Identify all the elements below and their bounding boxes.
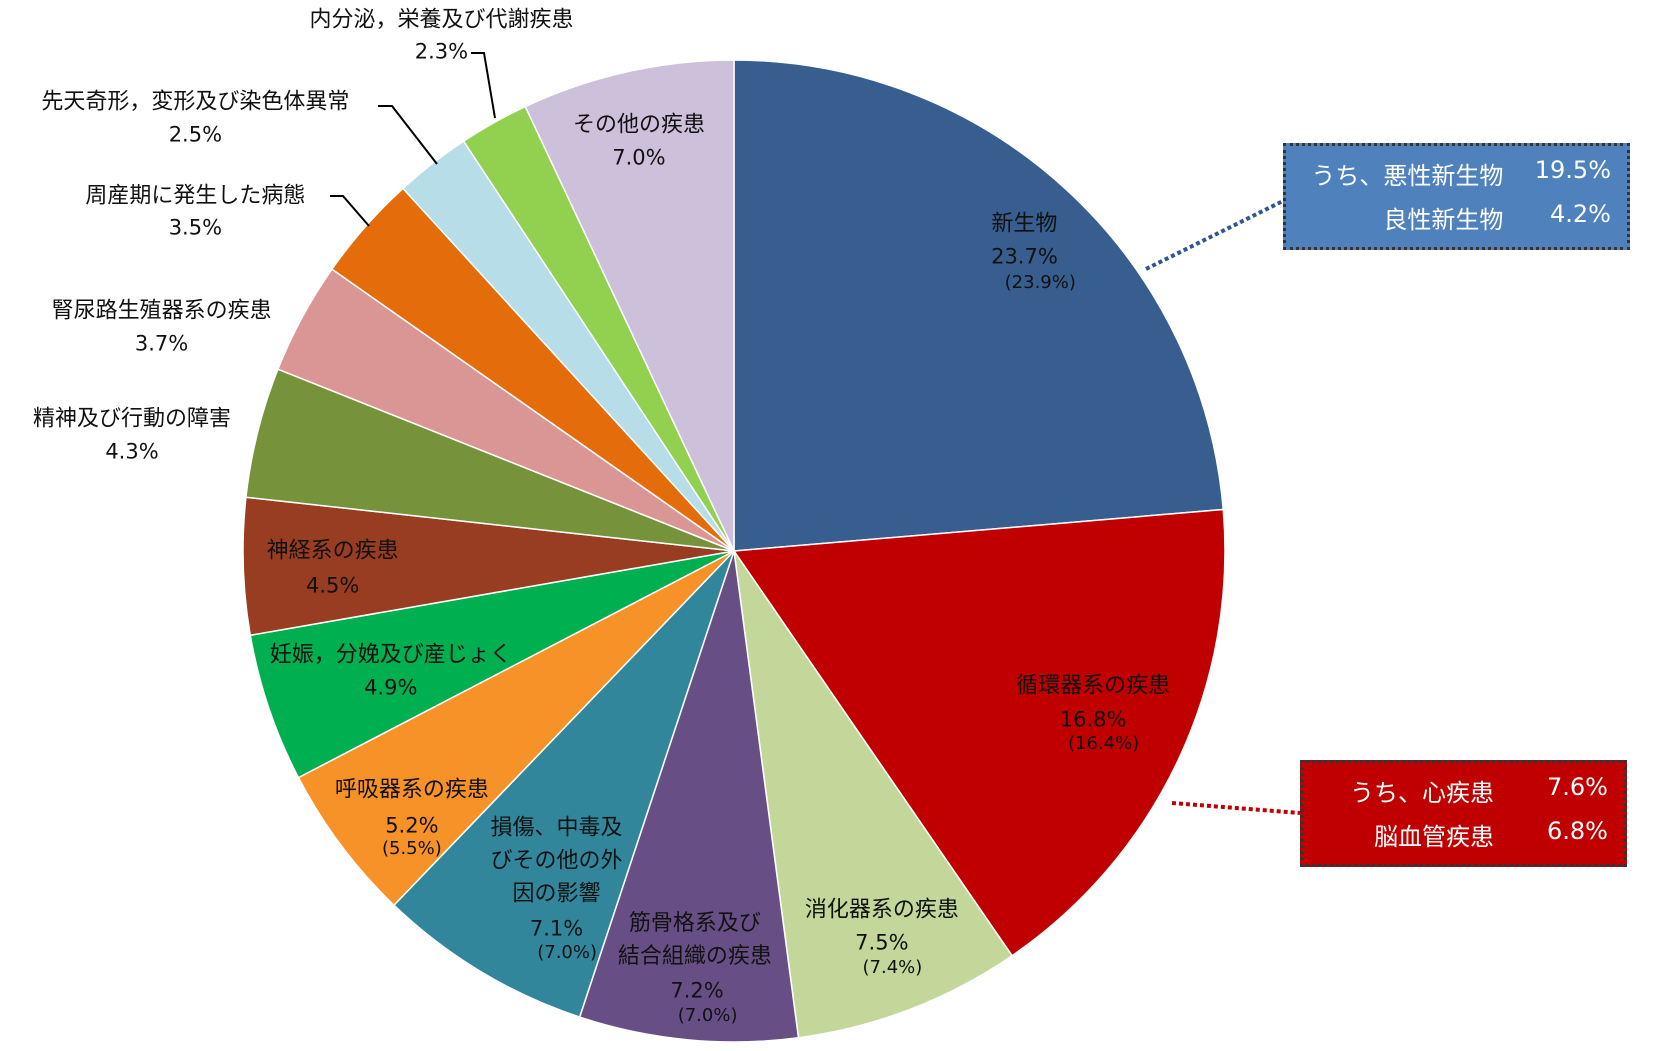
slice-label: 筋骨格系及び 結合組織の疾患: [617, 910, 772, 969]
slice-label: 腎尿路生殖器系の疾患: [51, 298, 272, 323]
value-label: 4.3%: [105, 439, 159, 464]
value-label: 4.5%: [305, 573, 360, 598]
value-label: 7.0%: [612, 145, 666, 170]
callout-text: 19.5%: [1534, 156, 1611, 184]
value-label: 2.3%: [414, 39, 469, 64]
leader-line: [330, 195, 370, 227]
pie-slice: [732, 508, 1226, 957]
prior-label: (5.5%): [381, 838, 442, 860]
pie-slice: [249, 550, 735, 779]
leader-line: [471, 52, 496, 119]
pie-slice: [297, 550, 735, 907]
pie-slice: [524, 59, 735, 552]
value-label: 3.7%: [134, 331, 189, 356]
callout-text: うち、心疾患: [1350, 779, 1494, 807]
value-label: 3.5%: [168, 215, 223, 240]
callout-line: [1171, 801, 1301, 815]
value-label: 2.5%: [168, 122, 223, 147]
value-label: 7.2%: [670, 978, 724, 1003]
prior-label: (7.0%): [677, 1004, 738, 1026]
slice-label: 妊娠，分娩及び産じょく: [269, 642, 512, 668]
pie-slice: [392, 550, 735, 1019]
value-label: 5.2%: [385, 813, 439, 838]
callout-text: 6.8%: [1547, 816, 1608, 845]
slice-label: 消化器系の疾患: [804, 897, 959, 923]
slice-label: 循環器系の疾患: [1016, 673, 1171, 699]
callout-box: うち、心疾患 7.6% 脳血管疾患 6.8%: [1300, 760, 1627, 867]
slice-label: 精神及び行動の障害: [32, 406, 232, 432]
pie-slice: [578, 550, 800, 1043]
callout-text: 7.6%: [1547, 773, 1608, 801]
prior-label: (7.0%): [537, 941, 598, 963]
leader-line: [378, 105, 438, 165]
callout-lines: [1145, 199, 1301, 815]
prior-label: (23.9%): [1004, 272, 1076, 294]
leader-lines: [330, 52, 496, 227]
callout-box: うち、悪性新生物 19.5% 良性新生物 4.2%: [1283, 143, 1630, 250]
prior-label: (7.4%): [862, 957, 923, 979]
slice-label: 損傷、中毒及 びその他の外 因の影響: [490, 815, 623, 907]
value-label: 7.5%: [855, 930, 909, 955]
callout-text: うち、悪性新生物: [1311, 162, 1504, 190]
slice-label: 神経系の疾患: [266, 538, 399, 564]
slice-label: 先天奇形，変形及び染色体異常: [41, 89, 350, 115]
callout-text: 良性新生物: [1383, 205, 1504, 234]
pie-slice: [733, 550, 1014, 1039]
callout-line: [1145, 199, 1284, 271]
value-label: 7.1%: [529, 916, 584, 941]
callout-text: 4.2%: [1550, 199, 1611, 228]
slice-label: 呼吸器系の疾患: [334, 777, 489, 803]
slice-label: 新生物: [991, 211, 1058, 237]
slice-label: その他の疾患: [572, 112, 705, 138]
pie-slice: [733, 59, 1225, 552]
slice-label: 内分泌，栄養及び代謝疾患: [309, 7, 574, 33]
value-label: 23.7%: [991, 244, 1058, 269]
callout-text: 脳血管疾患: [1374, 822, 1494, 851]
prior-label: (16.4%): [1068, 732, 1140, 754]
value-label: 16.8%: [1059, 707, 1127, 732]
slice-label: 周産期に発生した病態: [85, 183, 306, 209]
value-label: 4.9%: [364, 675, 418, 700]
